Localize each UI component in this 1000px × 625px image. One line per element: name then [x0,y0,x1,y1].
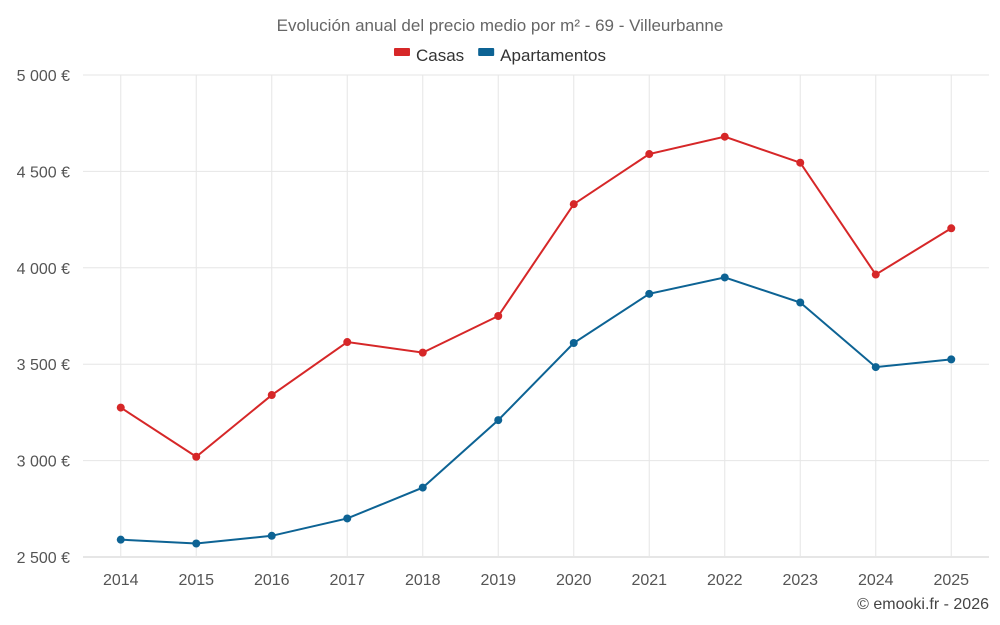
y-axis: 2 500 € 3 000 € 3 500 € 4 000 € 4 500 € 5 000… [17,68,70,567]
credit-text: © emooki.fr - 2026 [857,596,989,613]
legend-item-casas: Casas [393,46,464,65]
data-point [418,483,427,492]
data-point [116,403,125,412]
data-point [116,535,125,544]
chart-title: Evolución anual del precio medio por m² … [277,16,724,35]
data-point [645,289,654,298]
y-tick-label: 4 000 € [17,261,70,278]
x-tick-label: 2019 [480,572,516,589]
series-line [120,135,952,458]
data-point [871,363,880,372]
data-point [569,338,578,347]
x-tick-label: 2017 [329,572,365,589]
data-point [343,338,352,347]
y-tick-label: 3 000 € [17,454,70,471]
data-point [418,348,427,357]
data-point [947,224,956,233]
data-point [720,273,729,282]
legend-swatch [393,48,410,56]
legend-label: Casas [416,46,464,65]
y-tick-label: 2 500 € [17,550,70,567]
data-point [343,514,352,523]
y-tick-label: 5 000 € [17,68,70,85]
x-tick-label: 2021 [631,572,667,589]
legend-swatch [478,48,495,56]
data-point [796,298,805,307]
data-point [192,452,201,461]
data-point [947,355,956,364]
data-point [494,416,503,425]
data-point [569,200,578,209]
x-tick-label: 2014 [103,572,139,589]
data-point [494,312,503,320]
data-point [871,270,880,279]
series-apartamentos [116,273,956,548]
x-tick-label: 2022 [707,572,743,589]
data-point [192,539,201,548]
x-axis: 2014 2015 2016 2017 2018 2019 2020 2021 2022 2023… [103,572,969,589]
x-tick-label: 2023 [782,572,818,589]
x-tick-label: 2016 [254,572,290,589]
legend-label: Apartamentos [500,46,606,65]
y-tick-label: 4 500 € [17,164,70,181]
x-tick-label: 2018 [405,572,441,589]
legend-item-apartamentos: Apartamentos [478,46,606,65]
data-point [720,132,729,141]
x-tick-label: 2024 [858,572,894,589]
legend: Casas Apartamentos [393,46,606,65]
y-tick-label: 3 500 € [17,357,70,374]
x-tick-label: 2020 [556,572,592,589]
grid [83,74,989,558]
data-point [796,158,805,167]
series-line [120,276,952,545]
x-tick-label: 2025 [933,572,969,589]
series-casas [116,132,956,461]
x-tick-label: 2015 [178,572,214,589]
data-point [267,531,276,540]
data-point [267,391,276,400]
data-point [645,150,654,159]
series [116,132,956,548]
